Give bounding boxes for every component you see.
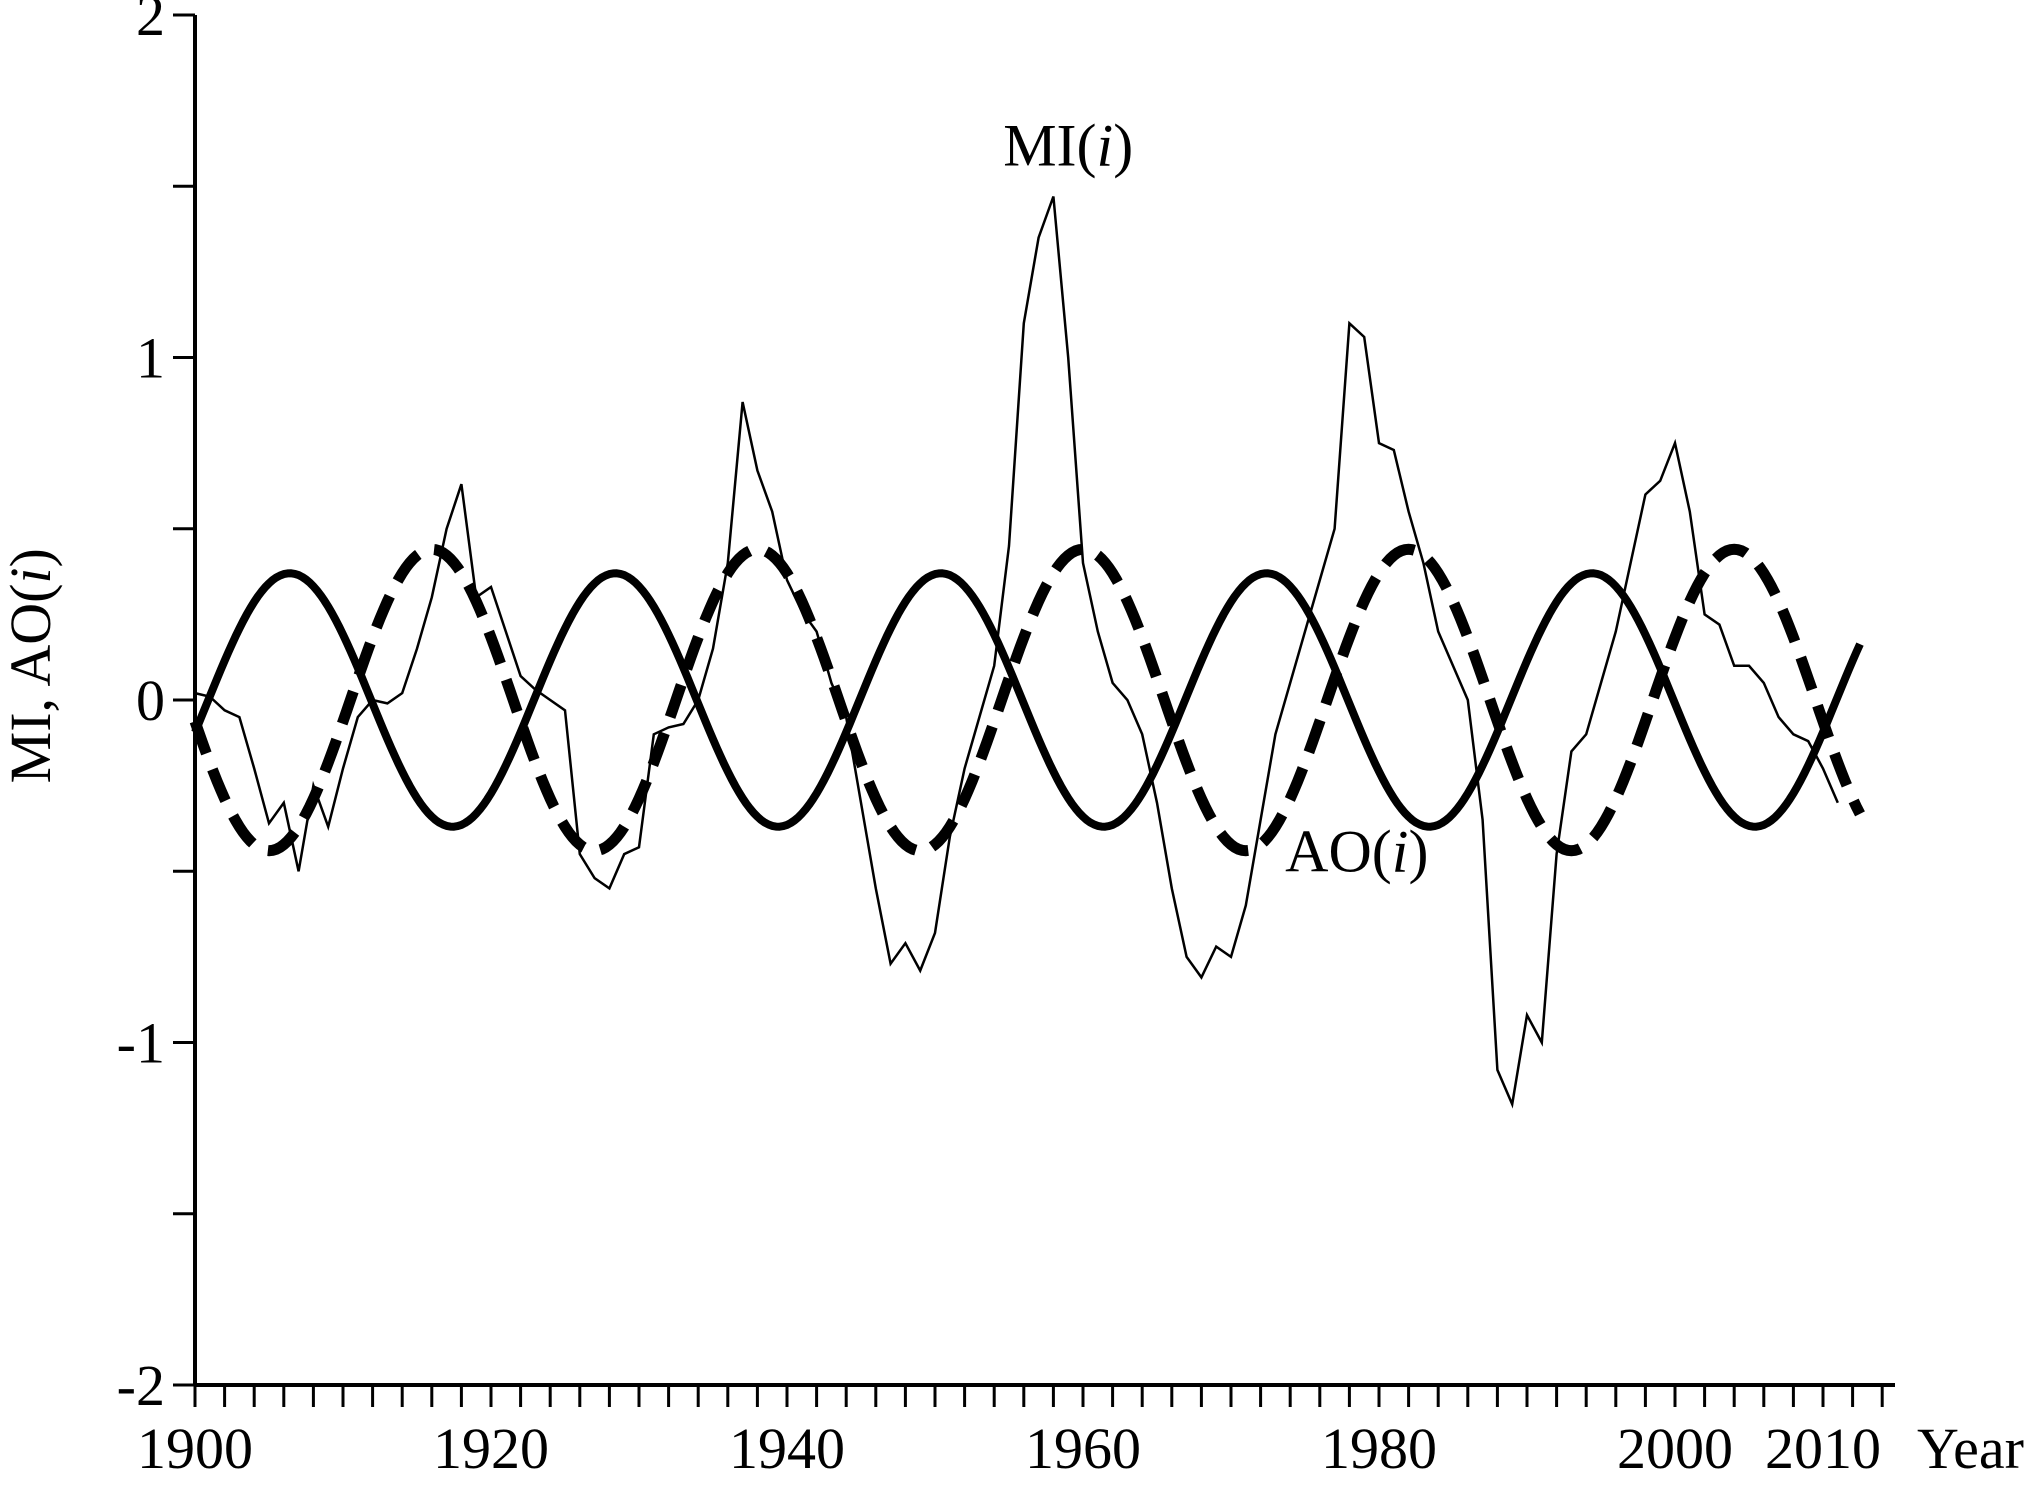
series-line-solid-thin	[194, 196, 1839, 1109]
x-tick-label: 2000	[1617, 1416, 1733, 1481]
y-tick-label: 0	[136, 668, 165, 733]
x-tick-label: 1920	[433, 1416, 549, 1481]
axes: -2 -1 0 1 2 1900 1920 1940 1960 1980 2000 2010	[117, 0, 1895, 1481]
x-ticks: 1900 1920 1940 1960 1980 2000 2010	[137, 1385, 1884, 1481]
y-axis-title: MI, AO(i)	[0, 548, 63, 783]
x-tick-label: 1980	[1321, 1416, 1437, 1481]
annotation-label: AO(i)	[1285, 818, 1428, 884]
annotation-label: MI(i)	[1003, 113, 1133, 179]
y-tick-label: 1	[136, 326, 165, 391]
x-tick-label: 1900	[137, 1416, 253, 1481]
annotation-layer: MI(i) AO(i)	[1003, 113, 1428, 885]
y-tick-label: -2	[117, 1353, 165, 1418]
series-line-dashed-thick	[189, 543, 1865, 857]
y-tick-label: -1	[117, 1011, 165, 1076]
x-axis-title: Year	[1917, 1416, 2024, 1481]
series-line-solid-thick	[191, 569, 1864, 831]
y-tick-label: 2	[136, 0, 165, 48]
series-layer	[189, 196, 1865, 1109]
x-tick-label: 1940	[729, 1416, 845, 1481]
x-tick-label: 2010	[1765, 1416, 1881, 1481]
x-tick-label: 1960	[1025, 1416, 1141, 1481]
y-ticks: -2 -1 0 1 2	[117, 0, 195, 1418]
